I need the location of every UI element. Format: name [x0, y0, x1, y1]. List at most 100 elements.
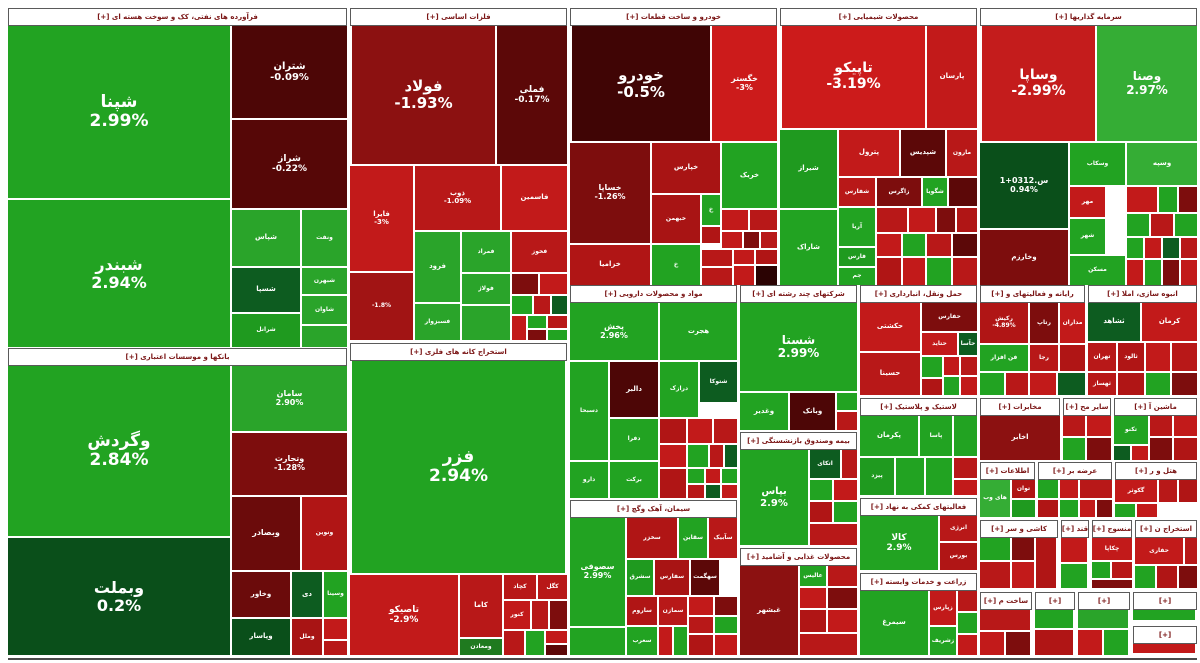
sector-header-cement[interactable]: سیمان، آهک وگچ [+]: [570, 500, 737, 518]
stock-tile-شهر[interactable]: شهر: [1070, 219, 1105, 254]
sector-header-power[interactable]: عرضه بر [+]: [1038, 462, 1112, 480]
stock-tile[interactable]: [958, 635, 977, 655]
stock-tile-گکوثر[interactable]: گکوثر: [1115, 480, 1157, 502]
stock-tile[interactable]: [512, 316, 526, 340]
stock-tile-خساپا[interactable]: خساپا -1.26%: [570, 143, 650, 243]
stock-tile[interactable]: [1063, 438, 1085, 460]
stock-tile[interactable]: [715, 635, 737, 655]
stock-tile-پارسان[interactable]: پارسان: [927, 26, 977, 128]
stock-tile[interactable]: [722, 210, 748, 230]
stock-tile[interactable]: [1058, 373, 1085, 395]
stock-tile[interactable]: [1061, 564, 1087, 588]
stock-tile[interactable]: [756, 266, 777, 285]
stock-tile[interactable]: [462, 306, 510, 340]
stock-tile[interactable]: [1114, 446, 1130, 460]
stock-tile-کگل[interactable]: کگل: [538, 575, 567, 599]
stock-tile[interactable]: [1006, 373, 1028, 395]
stock-tile-سفارس[interactable]: سفارس: [655, 560, 689, 595]
stock-tile-شتران[interactable]: شتران -0.09%: [232, 26, 347, 118]
stock-tile[interactable]: [526, 631, 544, 655]
stock-tile-شپاس[interactable]: شپاس: [232, 210, 300, 266]
stock-tile[interactable]: [1092, 562, 1110, 578]
stock-tile-سیمرغ[interactable]: سیمرغ: [860, 591, 928, 655]
stock-tile[interactable]: [1159, 187, 1177, 212]
stock-tile[interactable]: [534, 296, 550, 314]
stock-tile-خ[interactable]: خ: [652, 245, 700, 285]
stock-tile-خپارس[interactable]: خپارس: [652, 143, 720, 193]
stock-tile-ثشاهد[interactable]: ثشاهد: [1088, 303, 1140, 341]
sector-header-info[interactable]: اطلاعات [+]: [980, 462, 1035, 480]
stock-tile[interactable]: [980, 562, 1010, 588]
stock-tile-شراز[interactable]: شراز -0.22%: [232, 120, 347, 208]
stock-tile[interactable]: [706, 485, 720, 498]
stock-tile-حتاید[interactable]: حتاید: [922, 333, 957, 355]
stock-tile-وبصادر[interactable]: وبصادر: [232, 497, 300, 570]
stock-tile[interactable]: [1174, 438, 1197, 460]
stock-tile[interactable]: [702, 227, 720, 243]
stock-tile[interactable]: [1181, 260, 1197, 285]
stock-tile-فاسمین[interactable]: فاسمین: [502, 166, 567, 230]
stock-tile[interactable]: [980, 538, 1010, 560]
stock-tile-خودرو[interactable]: خودرو -0.5%: [572, 26, 710, 141]
stock-tile[interactable]: [1012, 538, 1034, 560]
stock-tile[interactable]: [1038, 500, 1058, 517]
stock-tile-زشریف[interactable]: زشریف: [930, 627, 956, 655]
stock-tile[interactable]: [1135, 566, 1155, 588]
stock-tile-وتجارت[interactable]: وتجارت -1.28%: [232, 433, 347, 495]
stock-tile[interactable]: [980, 373, 1004, 395]
stock-tile-وسینا[interactable]: وسینا: [324, 572, 347, 617]
stock-tile[interactable]: [756, 250, 777, 264]
sector-header-sugar[interactable]: قند [+]: [1061, 520, 1089, 538]
stock-tile-وبانک[interactable]: وبانک: [790, 393, 835, 430]
stock-tile[interactable]: [688, 419, 712, 443]
stock-tile-رکیش[interactable]: رکیش -4.89%: [980, 303, 1028, 343]
stock-tile[interactable]: [1060, 500, 1078, 517]
sector-header-oil[interactable]: فرآورده های نفتی، کک و سوخت هسته ای [+]: [8, 8, 347, 26]
sector-header-multi[interactable]: شرکتهای چند رشته ای [+]: [740, 285, 857, 303]
stock-tile-پیزد[interactable]: پیزد: [860, 458, 894, 495]
stock-tile[interactable]: [1127, 187, 1157, 212]
stock-tile[interactable]: [660, 419, 686, 443]
stock-tile[interactable]: [1175, 214, 1197, 236]
sector-header-other-minerals[interactable]: سایر مح [+]: [1063, 398, 1111, 416]
stock-tile[interactable]: [834, 502, 857, 522]
stock-tile-اتکای[interactable]: اتکای: [810, 450, 840, 478]
stock-tile[interactable]: [927, 258, 951, 285]
stock-tile[interactable]: [1061, 538, 1087, 562]
stock-tile-مداران[interactable]: مداران: [1060, 303, 1085, 343]
stock-tile[interactable]: [528, 330, 546, 340]
stock-tile[interactable]: [1127, 260, 1143, 285]
sector-header-computer[interactable]: رایانه و فعالیتهای و [+]: [980, 285, 1085, 303]
stock-tile-شپدیس[interactable]: شپدیس: [901, 130, 945, 176]
stock-tile[interactable]: [1080, 500, 1095, 517]
stock-tile-رجا[interactable]: رجا: [1030, 345, 1058, 371]
stock-tile-شرانل[interactable]: شرانل: [232, 314, 300, 347]
stock-tile[interactable]: [548, 316, 567, 328]
stock-tile[interactable]: [1151, 214, 1173, 236]
sector-header-auto[interactable]: خودرو و ساخت قطعات [+]: [570, 8, 777, 26]
stock-tile[interactable]: [1132, 446, 1148, 460]
stock-tile-ونوین[interactable]: ونوین: [302, 497, 347, 570]
stock-tile-شبندر[interactable]: شبندر 2.94%: [8, 200, 230, 347]
stock-tile[interactable]: [324, 641, 347, 655]
stock-tile-آریا[interactable]: آریا: [839, 208, 875, 246]
stock-tile-ثهساز[interactable]: ثهساز: [1088, 373, 1116, 395]
stock-tile[interactable]: [980, 610, 1030, 630]
sector-header-invest[interactable]: سرمایه گذاریها [+]: [980, 8, 1197, 26]
sector-header-textile-paper[interactable]: منسوج [+]: [1092, 520, 1132, 538]
stock-tile-شستا[interactable]: شستا 2.99%: [740, 303, 857, 391]
stock-tile[interactable]: [715, 617, 737, 633]
stock-tile-غبشهر[interactable]: غبشهر: [740, 566, 798, 655]
stock-tile[interactable]: [944, 377, 959, 395]
stock-tile[interactable]: [949, 178, 977, 206]
stock-tile[interactable]: [1012, 562, 1034, 588]
stock-tile[interactable]: [1179, 187, 1197, 212]
stock-tile[interactable]: [660, 445, 686, 467]
sector-header-rubber[interactable]: لاستیک و پلاستیک [+]: [860, 398, 977, 416]
stock-tile[interactable]: [710, 445, 723, 467]
stock-tile[interactable]: [1185, 538, 1197, 564]
stock-tile-فارس[interactable]: فارس: [839, 248, 875, 266]
stock-tile-مهر[interactable]: مهر: [1070, 187, 1105, 217]
stock-tile-پترول[interactable]: پترول: [839, 130, 899, 176]
stock-tile-فسبزوار[interactable]: فسبزوار: [415, 304, 460, 340]
